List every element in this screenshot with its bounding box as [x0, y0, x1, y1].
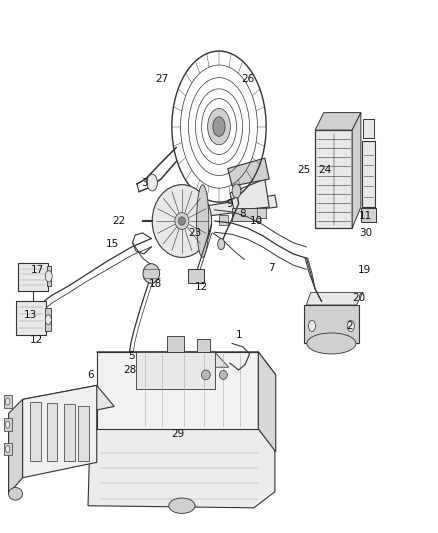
Bar	[232, 208, 261, 221]
Text: 26: 26	[241, 74, 254, 84]
Circle shape	[45, 315, 51, 325]
Circle shape	[308, 320, 315, 332]
Bar	[172, 220, 180, 229]
Text: 9: 9	[226, 199, 233, 208]
Text: 18: 18	[149, 279, 162, 289]
Polygon shape	[97, 352, 258, 429]
Ellipse shape	[169, 498, 195, 513]
Text: 12: 12	[195, 282, 208, 293]
Polygon shape	[4, 443, 12, 455]
Circle shape	[6, 446, 10, 453]
Bar	[315, 130, 352, 228]
Text: 5: 5	[128, 351, 135, 361]
Polygon shape	[258, 352, 276, 452]
Text: 15: 15	[106, 239, 119, 249]
Text: 13: 13	[24, 310, 37, 320]
Text: 19: 19	[357, 265, 371, 275]
Polygon shape	[64, 405, 75, 461]
Bar	[304, 305, 359, 343]
Text: 1: 1	[235, 330, 242, 340]
Circle shape	[213, 117, 225, 136]
Ellipse shape	[175, 213, 189, 229]
Ellipse shape	[9, 488, 22, 500]
Circle shape	[232, 184, 241, 198]
Polygon shape	[352, 112, 361, 228]
Bar	[166, 336, 184, 352]
Polygon shape	[306, 293, 363, 305]
Ellipse shape	[201, 370, 210, 380]
Bar	[188, 269, 204, 283]
Circle shape	[6, 398, 10, 405]
Bar	[361, 208, 376, 222]
Polygon shape	[30, 401, 41, 461]
Polygon shape	[88, 429, 275, 508]
Bar	[219, 215, 228, 224]
Polygon shape	[22, 385, 114, 422]
Polygon shape	[46, 403, 57, 461]
Ellipse shape	[197, 184, 209, 257]
Polygon shape	[228, 158, 269, 186]
Text: 17: 17	[31, 265, 44, 275]
Ellipse shape	[219, 370, 227, 379]
Text: 24: 24	[318, 165, 331, 175]
Bar	[362, 141, 375, 207]
Text: 27: 27	[155, 74, 169, 84]
Polygon shape	[167, 195, 277, 221]
Ellipse shape	[143, 264, 159, 283]
Text: 8: 8	[240, 209, 246, 219]
Polygon shape	[47, 266, 51, 286]
Text: 12: 12	[30, 335, 43, 345]
Polygon shape	[4, 418, 12, 431]
Bar	[363, 119, 374, 139]
Text: 20: 20	[352, 293, 365, 303]
Text: 11: 11	[359, 211, 372, 221]
Text: 6: 6	[87, 370, 93, 380]
Text: 28: 28	[123, 365, 136, 375]
Text: 25: 25	[297, 165, 311, 175]
Bar	[197, 339, 210, 352]
Bar	[18, 263, 48, 291]
Text: 22: 22	[112, 216, 125, 226]
Text: 30: 30	[359, 228, 372, 238]
Circle shape	[147, 174, 157, 191]
Circle shape	[45, 271, 52, 282]
Ellipse shape	[152, 184, 212, 257]
Circle shape	[347, 320, 354, 332]
Polygon shape	[78, 406, 89, 461]
Polygon shape	[136, 352, 215, 389]
Polygon shape	[97, 352, 276, 375]
Ellipse shape	[178, 217, 185, 225]
Bar	[258, 208, 266, 217]
Circle shape	[218, 239, 225, 250]
Circle shape	[6, 421, 10, 428]
Polygon shape	[22, 385, 97, 478]
Text: 10: 10	[250, 216, 263, 226]
Polygon shape	[136, 352, 229, 367]
Text: 29: 29	[171, 430, 184, 439]
Polygon shape	[45, 309, 51, 331]
Ellipse shape	[307, 333, 356, 354]
Circle shape	[208, 108, 230, 145]
Polygon shape	[9, 399, 22, 494]
Polygon shape	[315, 112, 361, 130]
Polygon shape	[230, 179, 269, 211]
Bar	[16, 302, 46, 335]
Text: 23: 23	[188, 228, 201, 238]
Text: 2: 2	[346, 321, 353, 331]
Text: 7: 7	[268, 263, 275, 273]
Polygon shape	[4, 395, 12, 408]
Text: 3: 3	[141, 177, 148, 188]
